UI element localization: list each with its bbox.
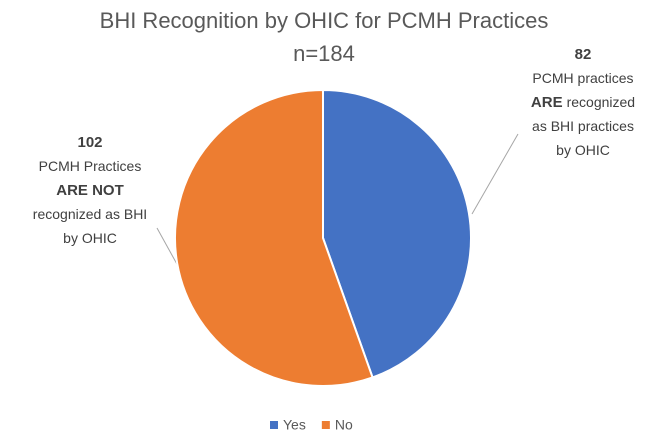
legend-swatch — [321, 421, 330, 429]
annotation-line: PCMH practices — [532, 70, 633, 86]
annotation-line: recognized as BHI — [33, 206, 147, 222]
annotation-text: recognized — [567, 94, 636, 110]
annotation-text: by OHIC — [63, 230, 117, 246]
data-label: 102 — [77, 134, 102, 151]
annotation-text: PCMH practices — [532, 70, 633, 86]
annotation-line: ARE NOT — [56, 182, 124, 199]
pie-slice — [174, 88, 374, 387]
data-label: 82 — [575, 46, 592, 63]
annotation-line: as BHI practices — [532, 118, 634, 134]
legend-swatch — [270, 421, 278, 429]
leader-line — [156, 227, 179, 267]
annotation-text: as BHI practices — [532, 118, 634, 134]
annotation-text: ARE — [531, 94, 563, 111]
annotation-line: ARE recognized — [531, 94, 635, 111]
annotation-text: recognized as BHI — [33, 206, 147, 222]
legend-label: No — [335, 417, 353, 433]
annotation-line: by OHIC — [556, 142, 610, 158]
chart-title: BHI Recognition by OHIC for PCMH Practic… — [100, 8, 549, 33]
legend-label: Yes — [283, 417, 306, 433]
leader-line — [471, 133, 519, 215]
pie-slice — [322, 88, 473, 379]
annotation-line: by OHIC — [63, 230, 117, 246]
chart-subtitle: n=184 — [293, 41, 355, 66]
annotation-text: PCMH Practices — [39, 158, 142, 174]
annotation-text: by OHIC — [556, 142, 610, 158]
annotation-text: ARE NOT — [56, 182, 124, 199]
annotation-line: PCMH Practices — [39, 158, 142, 174]
